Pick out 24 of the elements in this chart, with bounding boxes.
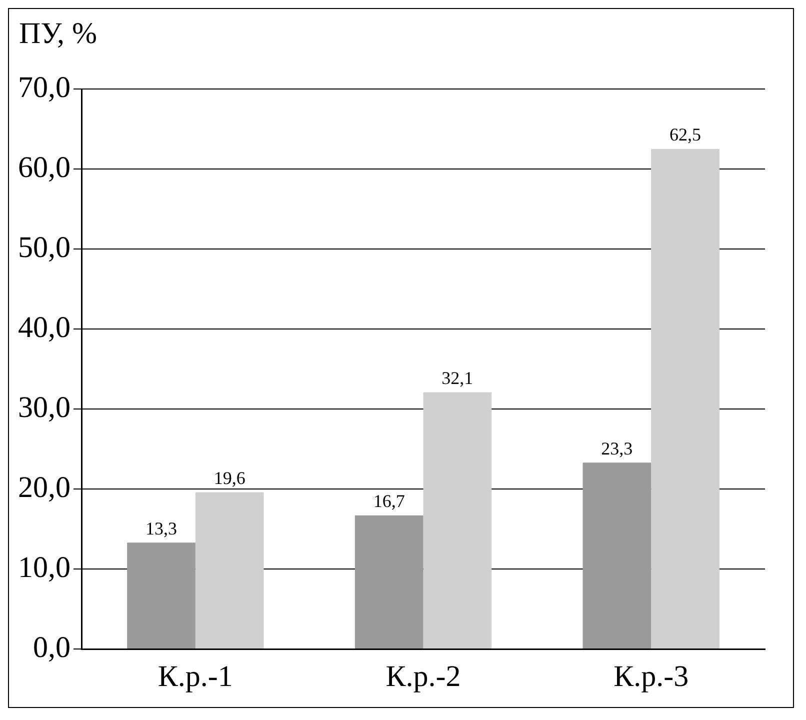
bar	[651, 149, 720, 648]
data-label: 16,7	[373, 491, 405, 512]
y-tick-label: 50,0	[18, 230, 70, 264]
y-tick-label: 40,0	[18, 310, 70, 344]
bar	[423, 392, 492, 648]
bar	[582, 462, 652, 648]
x-tick-label: К.р.-2	[386, 660, 461, 693]
y-tick-label: 0,0	[33, 630, 70, 664]
bar	[354, 515, 424, 648]
y-tick-label: 70,0	[18, 70, 70, 104]
y-tick-label: 20,0	[18, 470, 70, 504]
x-tick-label: К.р.-3	[614, 660, 689, 693]
x-tick-label: К.р.-1	[158, 660, 233, 693]
data-label: 62,5	[670, 124, 702, 145]
y-tick-label: 30,0	[18, 390, 70, 424]
bar	[127, 542, 196, 648]
data-label: 13,3	[145, 518, 177, 538]
data-label: 19,6	[214, 468, 246, 488]
y-tick-label: 10,0	[18, 550, 70, 584]
data-label: 23,3	[601, 438, 633, 458]
y-axis-title: ПУ, %	[19, 17, 98, 51]
y-tick-label: 60,0	[18, 150, 70, 184]
bar	[195, 492, 264, 648]
data-label: 32,1	[442, 368, 474, 388]
